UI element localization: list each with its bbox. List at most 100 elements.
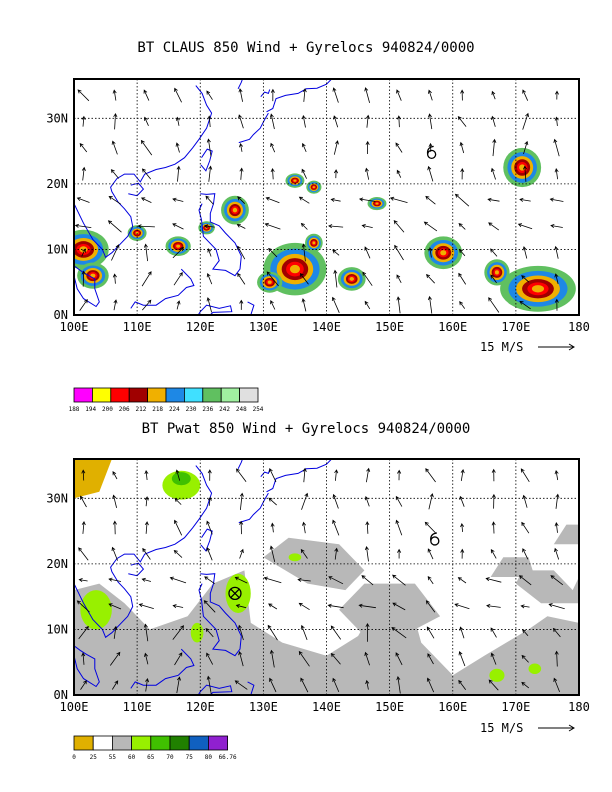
cluster-north-3-level-5 (375, 202, 379, 205)
chart2-wind-vector-121 (485, 577, 502, 583)
chart2-wind-vector-78 (332, 519, 340, 536)
chart1-coastline-0 (74, 85, 213, 259)
chart1-wind-vector-80 (332, 87, 339, 103)
pwat-band-east (515, 570, 579, 604)
chart1-wind-vector-2 (81, 248, 86, 257)
chart1-coastline-4 (198, 193, 242, 277)
chart2-wind-vector-41 (206, 547, 213, 561)
chart2-wind-vector-29 (172, 625, 184, 640)
chart1-wind-vector-93 (393, 220, 405, 233)
chart1-wind-vector-128 (522, 246, 528, 259)
chart2-wind-vector-19 (144, 652, 149, 665)
chart1-coastline-11 (237, 79, 243, 90)
chart1-x-tick-label: 170E (501, 320, 530, 334)
chart1-wind-vector-4 (76, 197, 90, 203)
chart2-wind-vector-65 (300, 624, 308, 641)
chart1-colorbar-label: 206 (119, 406, 130, 413)
chart1-wind-vector-127 (521, 275, 530, 283)
chart1-wind-vector-118 (490, 274, 497, 284)
chart1-x-tick-label: 100E (60, 320, 89, 334)
chart2-wind-vector-11 (113, 625, 118, 639)
chart2-wind-vector-105 (424, 521, 437, 534)
chart2-wind-vector-26 (144, 469, 149, 481)
chart1-wind-vector-91 (396, 274, 402, 283)
chart1-x-tick-label: 160E (438, 320, 467, 334)
chart1-wind-vector-36 (206, 297, 212, 313)
chart2-wind-vector-53 (236, 468, 247, 483)
chart2-wind-vector-99 (426, 677, 435, 693)
chart2-wind-vector-136 (554, 650, 559, 667)
chart2-wind-vector-10 (109, 651, 121, 666)
chart1-wind-vector-75 (328, 224, 344, 229)
chart2-wind-vector-89 (366, 467, 371, 483)
chart1-wind-vector-63 (301, 298, 307, 312)
chart1-wind-vector-3 (74, 223, 92, 228)
chart2-x-tick-label: 130E (249, 700, 278, 714)
chart2-x-tick-label: 160E (438, 700, 467, 714)
chart2-wind-vector-54 (269, 677, 277, 693)
chart2-wind-vector-70 (301, 492, 309, 510)
chart2-wind-vector-51 (239, 520, 244, 535)
chart2-y-tick-label: 10N (46, 622, 68, 636)
chart1-wind-vector-20 (143, 243, 148, 262)
chart1-wind-vector-84 (361, 224, 373, 229)
chart2-wind-vector-95 (397, 548, 402, 559)
chart2-gyre-location-icon (430, 532, 440, 546)
chart2-wind-vector-86 (364, 545, 369, 562)
chart1-wind-vector-101 (428, 247, 433, 258)
chart2-y-tick-label: 20N (46, 557, 68, 571)
chart1-wind-vector-131 (522, 165, 528, 182)
chart1-wind-vector-70 (301, 114, 306, 128)
chart2-wind-vector-39 (203, 600, 216, 613)
chart2-wind-vector-27 (176, 676, 181, 694)
chart2-wind-vector-71 (302, 467, 307, 483)
chart2-wind-vector-91 (395, 652, 403, 666)
chart2-wind-vector-118 (490, 652, 497, 665)
chart2-wind-vector-83 (365, 622, 370, 642)
chart1-wind-vector-117 (488, 297, 500, 313)
chart1-wind-vector-29 (172, 246, 184, 259)
chart2-wind-vector-68 (300, 548, 308, 559)
chart1-wind-vector-60 (270, 142, 276, 153)
chart1-wind-vector-106 (427, 113, 433, 130)
chart2-wind-vector-80 (334, 469, 339, 481)
chart1-wind-vector-42 (206, 138, 212, 157)
chart2-wind-vector-4 (78, 578, 88, 583)
chart1-coastline-10 (260, 89, 271, 98)
chart1-wind-vector-43 (207, 115, 212, 128)
chart2-wind-vector-102 (425, 600, 436, 613)
chart1-wind-vector-35 (174, 87, 182, 103)
pwat-moist-indochina (80, 590, 112, 630)
chart1-wind-vector-76 (330, 197, 341, 202)
chart2-wind-vector-98 (397, 469, 402, 481)
chart2-wind-vector-60 (270, 522, 275, 533)
chart1-x-tick-label: 110E (123, 320, 152, 334)
chart2-wind-vector-9 (111, 680, 119, 690)
chart1-wind-vector-74 (332, 249, 340, 256)
chart1-wind-vector-108 (459, 301, 466, 309)
chart1-wind-vector-54 (270, 300, 276, 310)
chart1-coastline-12 (238, 112, 269, 144)
chart2-wind-vector-20 (143, 623, 149, 642)
chart2-wind-vector-48 (235, 604, 247, 609)
chart1-wind-vector-41 (208, 165, 213, 182)
chart2-wind-vector-35 (175, 469, 181, 481)
chart2-wind-vector-126 (521, 681, 530, 689)
chart2-x-tick-label: 120E (186, 700, 215, 714)
chart1-wind-vector-100 (426, 273, 435, 284)
chart2-circled-x-marker (228, 586, 242, 601)
cluster-north-2-level-5 (312, 186, 316, 189)
chart1-wind-vector-47 (237, 245, 246, 260)
chart1-wind-vector-27 (176, 300, 181, 310)
chart2-wind-vector-138 (548, 603, 565, 610)
chart2-circled-x-cross (230, 588, 240, 599)
cluster-palau-level-5 (267, 280, 272, 284)
chart2-wind-vector-37 (206, 652, 214, 665)
chart1-wind-vector-130 (519, 197, 531, 202)
chart1-wind-vector-16 (113, 112, 118, 130)
chart1-wind-vector-88 (365, 114, 370, 128)
chart2-wind-vector-1 (81, 652, 86, 665)
chart1-coastline-9 (266, 79, 332, 113)
chart2-wind-vector-77 (334, 547, 339, 560)
